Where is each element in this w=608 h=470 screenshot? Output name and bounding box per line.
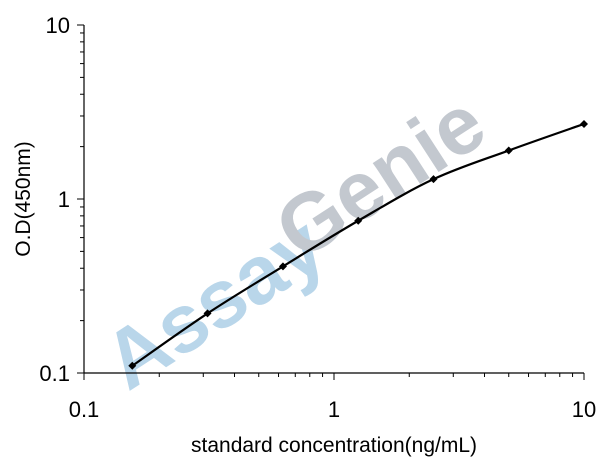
y-tick-label: 10 xyxy=(46,13,70,38)
y-ticks: 0.1 1 10 xyxy=(39,13,84,386)
x-tick-label: 1 xyxy=(328,397,340,422)
data-point xyxy=(580,119,588,128)
data-point xyxy=(278,262,287,271)
x-ticks: 0.1 1 10 xyxy=(69,373,596,422)
data-point xyxy=(504,146,513,155)
data-point xyxy=(429,175,438,184)
y-axis-title: O.D(450nm) xyxy=(12,141,35,257)
y-tick-label: 1 xyxy=(58,187,70,212)
data-series xyxy=(128,119,588,370)
data-point xyxy=(128,361,137,370)
x-tick-label: 0.1 xyxy=(69,397,100,422)
watermark: Assay Genie xyxy=(88,77,501,407)
x-axis-title: standard concentration(ng/mL) xyxy=(191,434,477,457)
data-point xyxy=(354,216,363,225)
x-tick-label: 10 xyxy=(572,397,596,422)
data-point xyxy=(203,309,212,318)
watermark-part2: Genie xyxy=(260,77,501,277)
y-tick-label: 0.1 xyxy=(39,361,70,386)
